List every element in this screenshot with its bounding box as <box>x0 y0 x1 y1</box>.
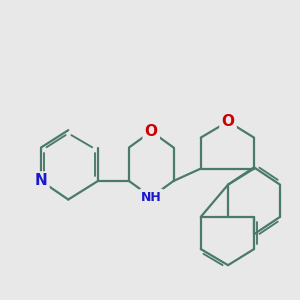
Text: N: N <box>34 173 47 188</box>
Text: O: O <box>145 124 158 139</box>
Text: NH: NH <box>141 190 162 204</box>
Text: O: O <box>221 114 235 129</box>
